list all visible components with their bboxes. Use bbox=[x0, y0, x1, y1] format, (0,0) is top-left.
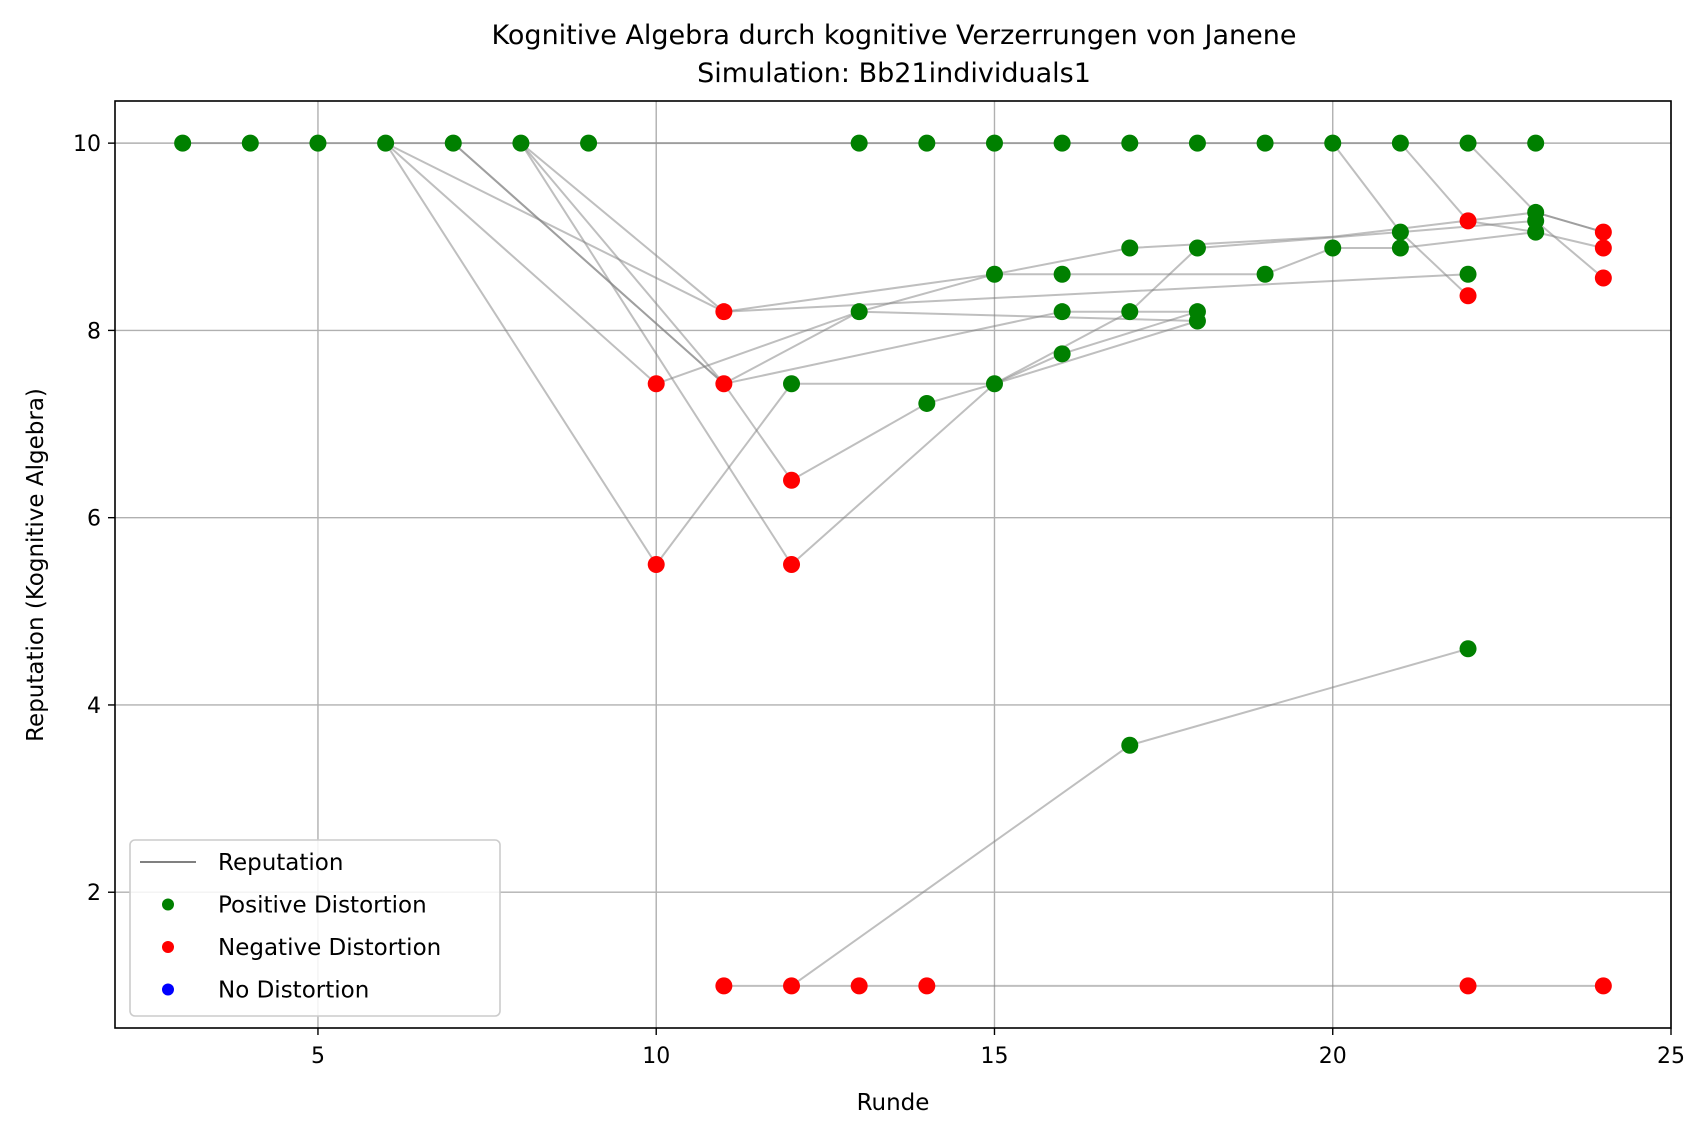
positive-distortion-point bbox=[1459, 265, 1477, 283]
negative-distortion-point bbox=[1594, 977, 1612, 995]
positive-distortion-point bbox=[1256, 265, 1274, 283]
positive-distortion-point bbox=[1391, 134, 1409, 152]
negative-distortion-point bbox=[918, 977, 936, 995]
positive-distortion-point bbox=[1053, 265, 1071, 283]
y-tick-label: 6 bbox=[87, 507, 101, 532]
positive-distortion-point bbox=[1121, 303, 1139, 321]
positive-distortion-point bbox=[1391, 239, 1409, 257]
positive-distortion-point bbox=[580, 134, 598, 152]
negative-distortion-point bbox=[647, 556, 665, 573]
x-tick-label: 20 bbox=[1319, 1044, 1347, 1069]
positive-distortion-point bbox=[1459, 134, 1477, 152]
negative-distortion-point bbox=[1459, 977, 1477, 995]
positive-distortion-point bbox=[985, 265, 1003, 283]
legend-dot-swatch bbox=[162, 941, 174, 953]
positive-distortion-point bbox=[783, 375, 801, 393]
legend-dot-swatch bbox=[162, 983, 174, 996]
positive-distortion-point bbox=[985, 375, 1003, 393]
chart-subtitle: Simulation: Bb21individuals1 bbox=[697, 58, 1091, 89]
x-axis-ticks: 5 10 15 20 25 bbox=[311, 1028, 1685, 1069]
legend-label: Positive Distortion bbox=[218, 893, 427, 919]
positive-distortion-point bbox=[850, 134, 868, 152]
negative-distortion-point bbox=[715, 303, 733, 321]
positive-distortion-point bbox=[377, 134, 395, 152]
positive-distortion-point bbox=[1459, 640, 1477, 658]
legend-label: No Distortion bbox=[218, 978, 369, 1004]
positive-distortion-point bbox=[1324, 239, 1342, 257]
x-tick-label: 5 bbox=[311, 1044, 325, 1069]
negative-distortion-point bbox=[715, 977, 733, 995]
y-tick-label: 10 bbox=[73, 132, 101, 157]
positive-distortion-point bbox=[1527, 223, 1545, 241]
distortion-points bbox=[174, 134, 1612, 995]
y-tick-label: 2 bbox=[87, 881, 101, 906]
positive-distortion-point bbox=[1053, 303, 1071, 321]
positive-distortion-point bbox=[1053, 134, 1071, 152]
reputation-line bbox=[384, 142, 1198, 567]
positive-distortion-point bbox=[174, 134, 192, 152]
positive-distortion-point bbox=[1256, 134, 1274, 152]
positive-distortion-point bbox=[1053, 345, 1071, 363]
legend-items: Reputation Positive Distortion Negative Di… bbox=[140, 850, 441, 1004]
positive-distortion-point bbox=[1188, 239, 1206, 257]
legend-label: Reputation bbox=[218, 850, 343, 876]
negative-distortion-point bbox=[1594, 239, 1612, 257]
reputation-line bbox=[520, 142, 1198, 567]
negative-distortion-point bbox=[1459, 212, 1477, 230]
positive-distortion-point bbox=[1188, 134, 1206, 152]
legend-box bbox=[129, 839, 501, 1017]
positive-distortion-point bbox=[1121, 239, 1139, 257]
positive-distortion-point bbox=[985, 134, 1003, 152]
negative-distortion-point bbox=[783, 977, 801, 995]
reputation-line bbox=[452, 142, 1604, 385]
negative-distortion-point bbox=[783, 471, 801, 489]
negative-distortion-point bbox=[1594, 269, 1612, 287]
negative-distortion-point bbox=[715, 375, 733, 393]
y-axis-ticks: 2 4 6 8 10 bbox=[73, 132, 115, 906]
legend-label: Negative Distortion bbox=[218, 935, 441, 961]
x-tick-label: 10 bbox=[642, 1044, 670, 1069]
y-tick-label: 4 bbox=[87, 694, 101, 719]
reputation-line bbox=[1399, 142, 1604, 249]
positive-distortion-point bbox=[1391, 223, 1409, 241]
positive-distortion-point bbox=[1188, 312, 1206, 330]
legend: Reputation Positive Distortion Negative Di… bbox=[129, 839, 501, 1017]
positive-distortion-point bbox=[918, 134, 936, 152]
plot-frame bbox=[114, 100, 1672, 1029]
negative-distortion-point bbox=[1459, 287, 1477, 305]
negative-distortion-point bbox=[850, 977, 868, 995]
positive-distortion-point bbox=[444, 134, 462, 152]
negative-distortion-point bbox=[1594, 223, 1612, 241]
x-tick-label: 25 bbox=[1657, 1044, 1685, 1069]
positive-distortion-point bbox=[1121, 134, 1139, 152]
legend-dot-swatch bbox=[162, 898, 174, 911]
positive-distortion-point bbox=[241, 134, 259, 152]
negative-distortion-point bbox=[783, 556, 801, 573]
positive-distortion-point bbox=[850, 303, 868, 321]
y-tick-label: 8 bbox=[87, 319, 101, 344]
positive-distortion-point bbox=[1527, 134, 1545, 152]
positive-distortion-point bbox=[1324, 134, 1342, 152]
positive-distortion-point bbox=[1121, 736, 1139, 754]
chart-title: Kognitive Algebra durch kognitive Verzer… bbox=[492, 20, 1297, 51]
x-tick-label: 15 bbox=[980, 1044, 1008, 1069]
positive-distortion-point bbox=[512, 134, 530, 152]
positive-distortion-point bbox=[309, 134, 327, 152]
y-axis-label: Reputation (Kognitive Algebra) bbox=[23, 388, 49, 742]
positive-distortion-point bbox=[918, 394, 936, 412]
x-axis-label: Runde bbox=[857, 1090, 930, 1116]
negative-distortion-point bbox=[647, 375, 665, 393]
